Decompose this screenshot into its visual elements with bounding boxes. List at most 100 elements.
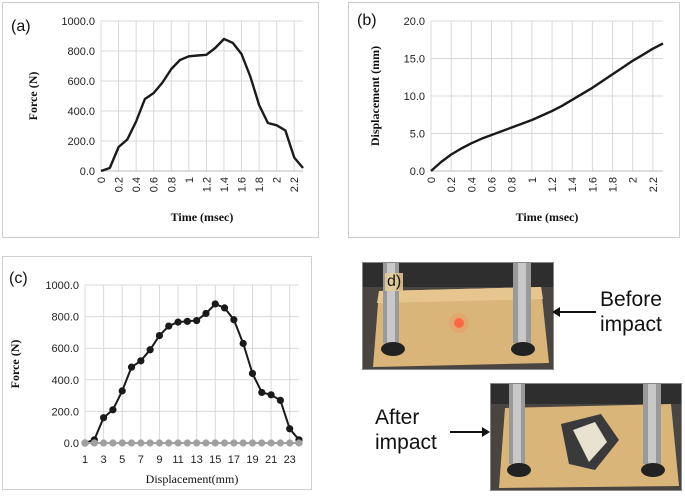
y-tick-label: 0.0 bbox=[64, 438, 79, 450]
y-axis-title: Displacement (mm) bbox=[368, 46, 382, 146]
x-tick-label: 0 bbox=[426, 177, 438, 183]
data-point bbox=[202, 309, 210, 318]
data-point bbox=[118, 387, 126, 395]
data-point bbox=[155, 439, 164, 447]
data-point bbox=[109, 406, 117, 414]
x-tick-label: 1.4 bbox=[219, 177, 231, 192]
panel-label-b: (b) bbox=[357, 12, 377, 29]
x-tick-label: 21 bbox=[265, 454, 277, 466]
chart-panel-b: (b) 0.0 5.0 10.0 15.0 20.0 0 0.2 0.4 0.6 0.8 1 1.2 1.… bbox=[348, 2, 680, 238]
x-tick-label: 1 bbox=[184, 177, 196, 183]
data-point bbox=[239, 439, 247, 447]
y-tick-label: 1000.0 bbox=[61, 16, 95, 28]
y-tick-label: 800.0 bbox=[51, 312, 79, 324]
x-tick-label: 7 bbox=[138, 454, 144, 466]
data-point bbox=[295, 439, 303, 447]
series-line-displacement bbox=[430, 42, 664, 172]
after-impact-illustration bbox=[491, 384, 681, 490]
data-point bbox=[211, 439, 219, 447]
after-arrow-icon bbox=[450, 427, 490, 437]
series-line-force bbox=[100, 37, 304, 173]
data-point bbox=[155, 331, 164, 340]
data-point bbox=[109, 439, 117, 447]
displacement-time-chart: (b) 0.0 5.0 10.0 15.0 20.0 0 0.2 0.4 0.6 0.8 1 1.2 1.… bbox=[357, 12, 664, 224]
data-point bbox=[267, 391, 275, 399]
data-point bbox=[174, 318, 182, 326]
y-tick-label: 600.0 bbox=[51, 343, 79, 355]
data-point bbox=[81, 439, 89, 447]
y-tick-label: 15.0 bbox=[404, 54, 425, 66]
data-point bbox=[230, 439, 238, 447]
x-tick-label: 1.8 bbox=[254, 177, 266, 192]
series-line-force bbox=[84, 303, 300, 444]
data-point bbox=[127, 363, 136, 371]
data-point bbox=[127, 439, 136, 447]
x-tick-label: 0.2 bbox=[114, 177, 126, 192]
data-point bbox=[220, 439, 229, 447]
data-point bbox=[165, 439, 173, 447]
data-point bbox=[90, 439, 98, 447]
y-tick-label: 0.0 bbox=[80, 166, 95, 178]
y-tick-label: 400.0 bbox=[67, 106, 95, 118]
x-tick-label: 0.6 bbox=[487, 177, 499, 192]
y-tick-label: 200.0 bbox=[51, 406, 79, 418]
data-point bbox=[248, 439, 257, 447]
data-point bbox=[267, 439, 275, 447]
data-point bbox=[286, 439, 294, 447]
data-point bbox=[137, 439, 145, 447]
x-tick-label: 11 bbox=[172, 454, 183, 466]
data-point bbox=[183, 317, 191, 325]
data-point bbox=[146, 346, 154, 354]
data-point bbox=[276, 439, 284, 447]
y-axis-title: Force (N) bbox=[26, 72, 40, 121]
data-point bbox=[193, 316, 201, 325]
x-tick-label: 0.4 bbox=[466, 177, 478, 192]
y-tick-label: 200.0 bbox=[67, 136, 95, 148]
x-tick-label: 17 bbox=[228, 454, 240, 466]
data-point bbox=[118, 439, 126, 447]
data-point bbox=[193, 439, 201, 447]
x-tick-label: 2 bbox=[272, 177, 284, 183]
x-tick-label: 1 bbox=[527, 177, 539, 183]
panel-label-c: (c) bbox=[9, 270, 28, 287]
x-tick-label: 15 bbox=[209, 454, 221, 466]
before-impact-illustration bbox=[363, 263, 553, 369]
data-point bbox=[239, 339, 247, 348]
data-point bbox=[174, 439, 182, 447]
y-tick-label: 1000.0 bbox=[45, 280, 79, 292]
data-point bbox=[220, 304, 229, 312]
y-tick-label: 20.0 bbox=[404, 16, 425, 28]
panel-label-a: (a) bbox=[11, 18, 31, 35]
data-point bbox=[258, 439, 266, 447]
data-point bbox=[137, 357, 145, 365]
x-tick-label: 1.2 bbox=[201, 177, 213, 192]
x-axis-title: Displacement(mm) bbox=[146, 472, 239, 486]
data-point bbox=[202, 439, 210, 447]
force-time-chart: (a) 0.0 200.0 400.0 600.0 800.0 1000.0 0 0.2 0.4 0… bbox=[11, 16, 304, 224]
chart-panel-a: (a) 0.0 200.0 400.0 600.0 800.0 1000.0 0 0.2 0.4 0… bbox=[2, 2, 319, 238]
y-tick-label: 600.0 bbox=[67, 76, 95, 88]
x-tick-label: 0.6 bbox=[149, 177, 161, 192]
before-impact-label: Before impact bbox=[600, 288, 662, 336]
data-point bbox=[230, 316, 238, 324]
data-point bbox=[248, 369, 257, 378]
x-tick-label: 1 bbox=[82, 454, 88, 466]
y-tick-label: 5.0 bbox=[410, 129, 425, 141]
after-impact-label: After impact bbox=[375, 406, 437, 454]
before-arrow-icon bbox=[552, 307, 596, 317]
data-point bbox=[211, 300, 219, 308]
y-axis-title: Force (N) bbox=[8, 340, 22, 389]
x-tick-label: 1.6 bbox=[587, 177, 599, 192]
y-tick-label: 0.0 bbox=[410, 166, 425, 178]
y-tick-label: 400.0 bbox=[51, 375, 79, 387]
x-tick-label: 0 bbox=[96, 177, 108, 183]
chart-panel-c: (c) 0.0 200.0 400.0 600.0 800.0 1000.0 1 3 5 7 9 11 1… bbox=[2, 256, 312, 490]
x-tick-label: 3 bbox=[101, 454, 107, 466]
data-point bbox=[258, 388, 266, 397]
x-tick-label: 2.2 bbox=[289, 177, 301, 192]
x-tick-label: 1.8 bbox=[608, 177, 620, 192]
x-tick-label: 2.2 bbox=[648, 177, 660, 192]
x-tick-label: 0.8 bbox=[507, 177, 519, 192]
data-point bbox=[286, 425, 294, 433]
